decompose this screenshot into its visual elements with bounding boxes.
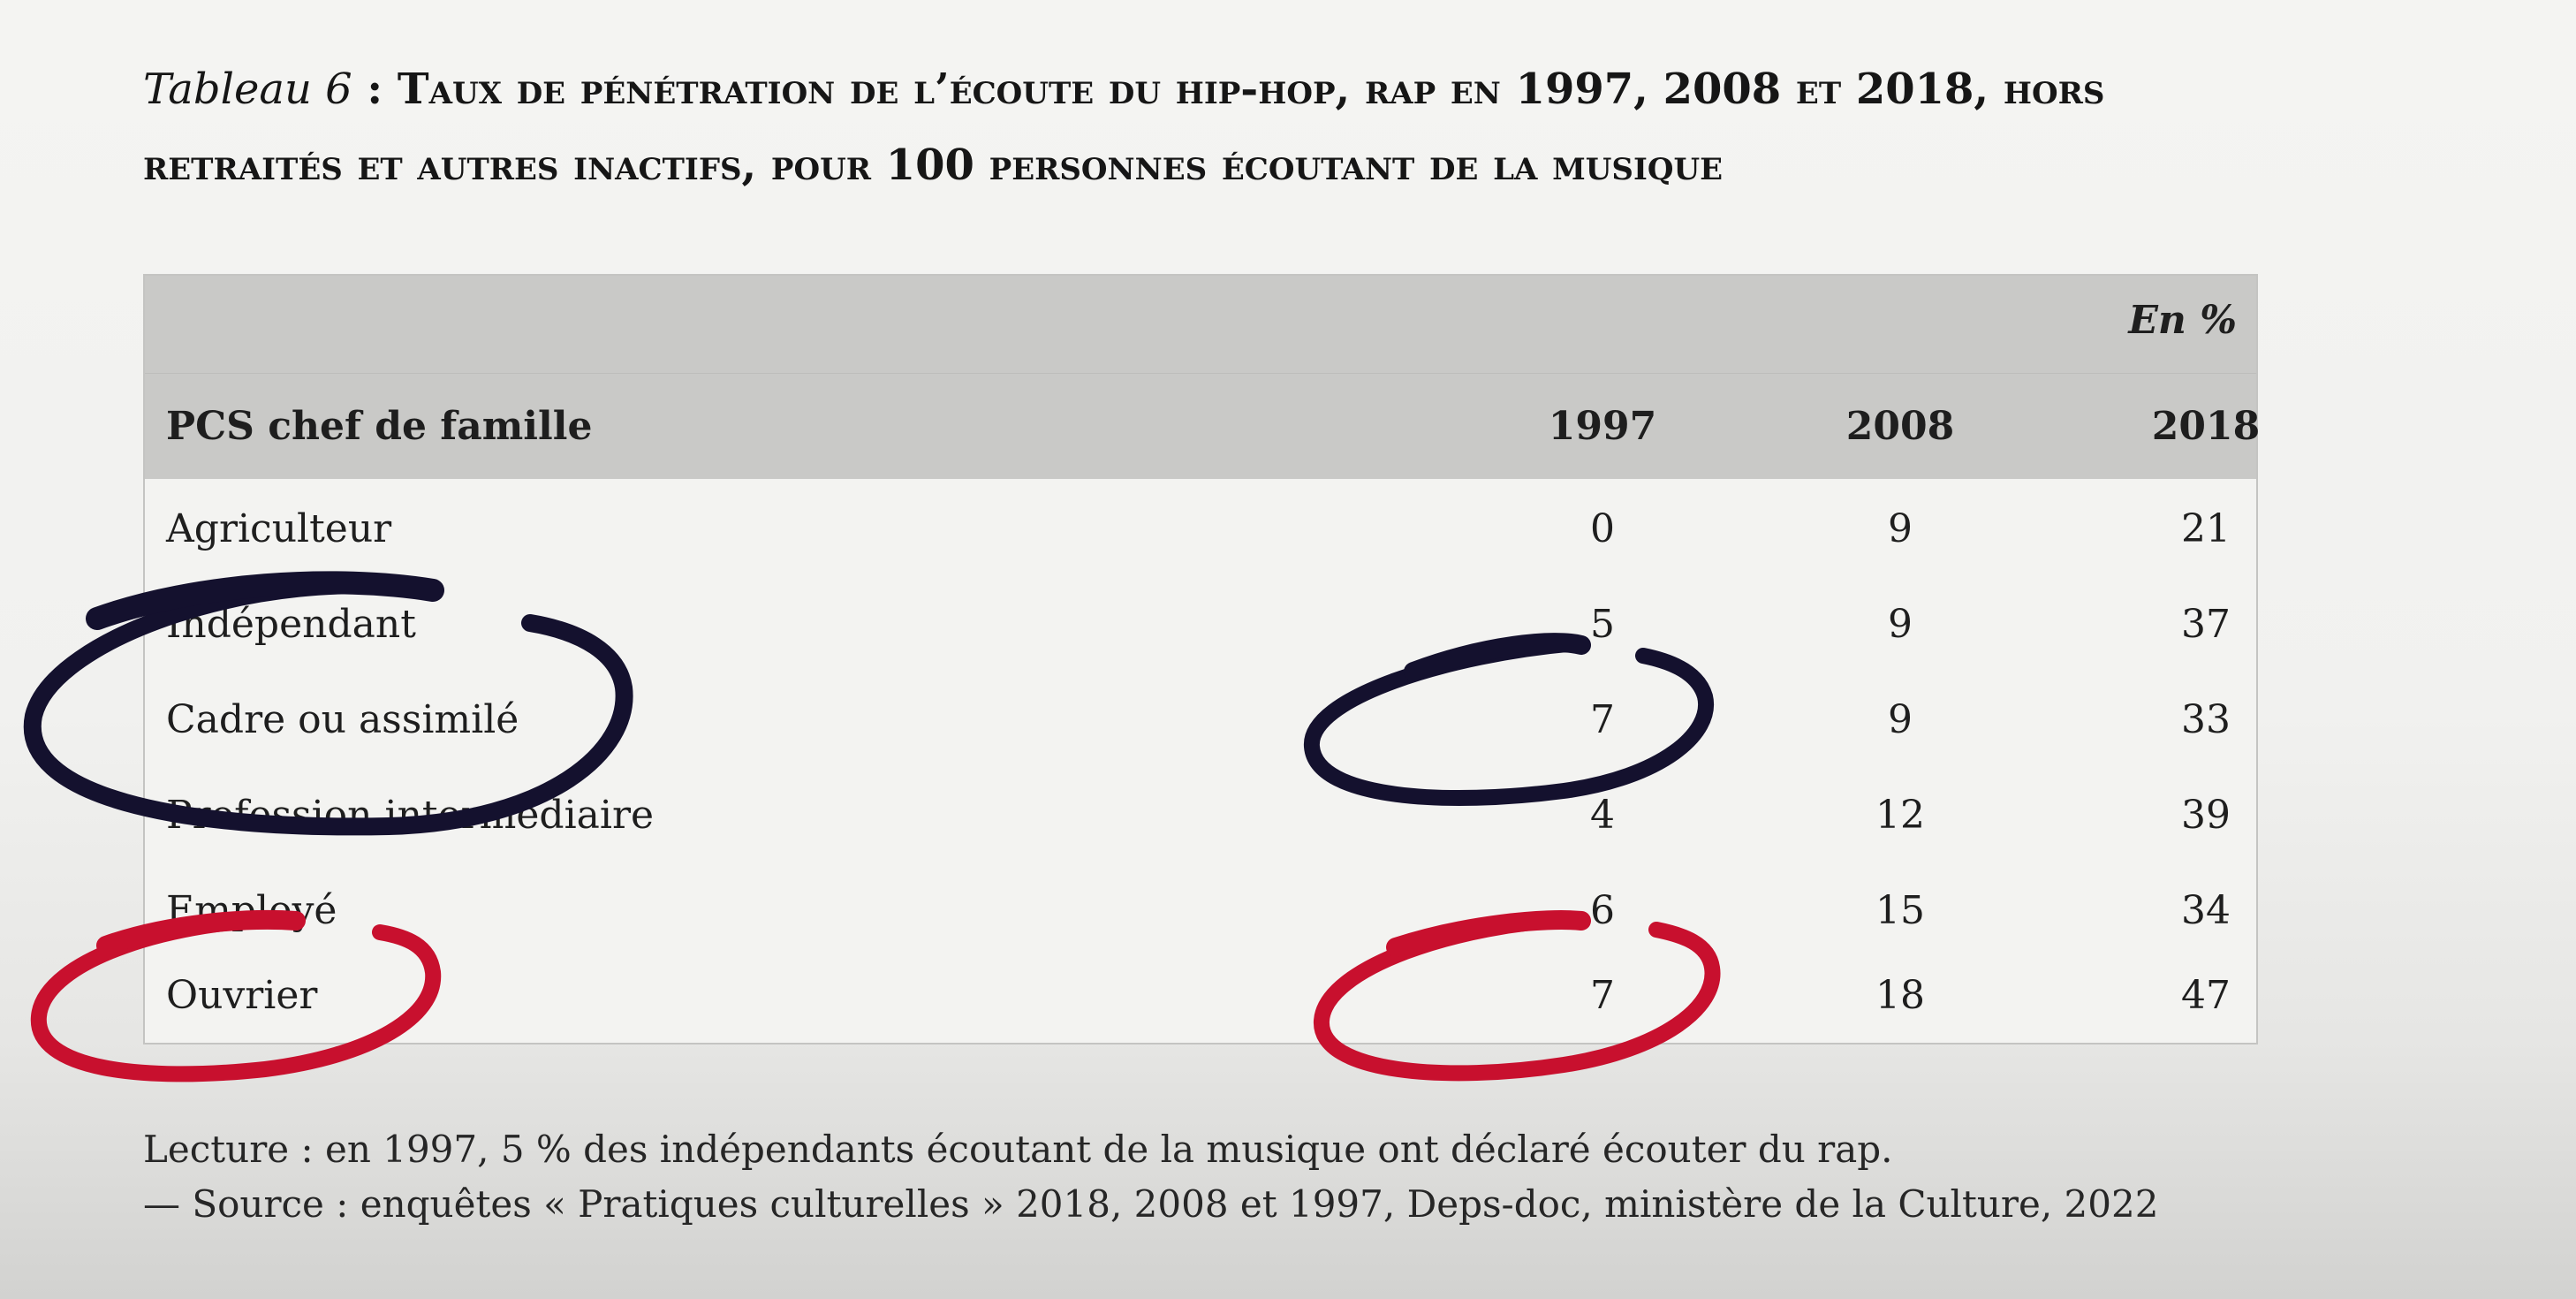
row-label: Agriculteur [166,505,392,551]
header-category: PCS chef de famille [166,403,593,449]
row-label: Indépendant [166,601,416,647]
table-row: Profession intermédiaire 4 12 39 [145,767,2256,862]
table-title: Tableau 6 : Taux de pénétration de l’éco… [143,51,2299,203]
cell-2008: 9 [1888,505,1913,551]
table-row: Employé 6 15 34 [145,862,2256,958]
row-label: Ouvrier [166,972,318,1018]
cell-1997: 6 [1590,887,1615,933]
table-row: Indépendant 5 9 37 [145,576,2256,672]
header-2008: 2008 [1845,403,1955,449]
cell-2018: 39 [2181,792,2231,838]
unit-label: En % [2128,298,2237,343]
cell-2018: 37 [2181,601,2231,647]
source-note: — Source : enquêtes « Pratiques culturel… [143,1182,2159,1226]
cell-1997: 5 [1590,601,1615,647]
cell-1997: 4 [1590,792,1615,838]
cell-2008: 15 [1875,887,1925,933]
table-header-band [145,276,2256,479]
table-row: Agriculteur 0 9 21 [145,481,2256,576]
table-footnote: Lecture : en 1997, 5 % des indépendants … [143,1122,2158,1232]
cell-2008: 9 [1888,696,1913,742]
reading-note: Lecture : en 1997, 5 % des indépendants … [143,1128,1893,1171]
cell-2018: 34 [2181,887,2231,933]
cell-1997: 7 [1590,696,1615,742]
cell-2018: 21 [2181,505,2231,551]
cell-2018: 47 [2181,972,2231,1018]
cell-2008: 12 [1875,792,1925,838]
row-label: Profession intermédiaire [166,792,655,838]
cell-1997: 7 [1590,972,1615,1018]
header-divider [145,373,2256,374]
cell-1997: 0 [1590,505,1615,551]
data-table: En % PCS chef de famille 1997 2008 2018 … [143,274,2260,1045]
title-separator: : [352,65,398,114]
row-label: Cadre ou assimilé [166,696,519,742]
cell-2008: 9 [1888,601,1913,647]
row-label: Employé [166,887,337,933]
cell-2018: 33 [2181,696,2231,742]
header-1997: 1997 [1548,403,1657,449]
header-2018: 2018 [2151,403,2261,449]
cell-2008: 18 [1875,972,1925,1018]
table-row: Cadre ou assimilé 7 9 33 [145,672,2256,767]
table-row: Ouvrier 7 18 47 [145,947,2256,1043]
table-number: Tableau 6 [143,65,352,114]
title-text: Taux de pénétration de l’écoute du hip-h… [143,65,2105,190]
table-header-row: PCS chef de famille 1997 2008 2018 [145,385,2260,467]
